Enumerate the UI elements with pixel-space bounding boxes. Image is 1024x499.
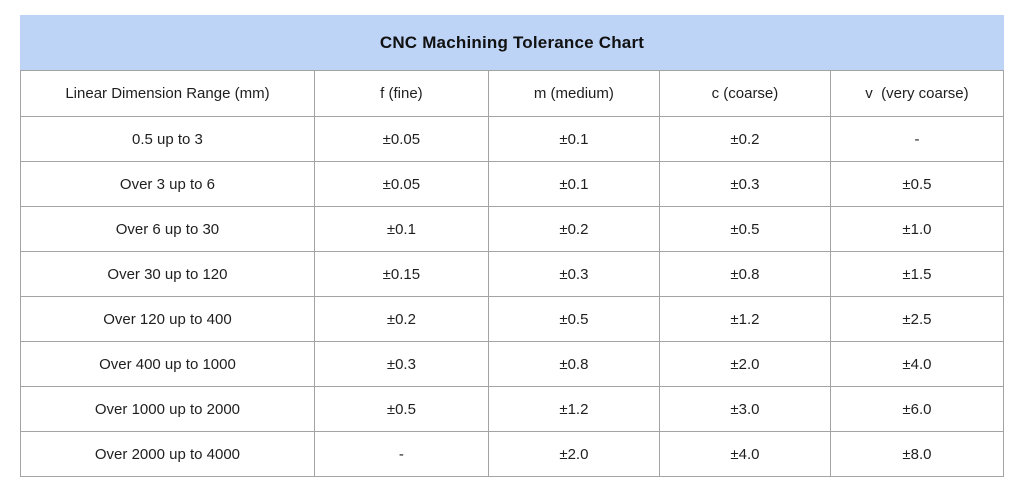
table-row: 0.5 up to 3 ±0.05 ±0.1 ±0.2 - [20, 116, 1005, 162]
col-header-very-coarse: v (very coarse) [829, 70, 1005, 117]
row-label-cell: Over 2000 up to 4000 [20, 431, 315, 477]
tolerance-value-cell: - [313, 431, 489, 477]
tolerance-value-cell: ±1.2 [487, 386, 660, 432]
row-label-cell: Over 3 up to 6 [20, 161, 315, 207]
tolerance-value-cell: ±3.0 [658, 386, 831, 432]
tolerance-value-cell: ±2.0 [487, 431, 660, 477]
tolerance-value-cell: ±1.0 [829, 206, 1005, 252]
row-label-cell: Over 30 up to 120 [20, 251, 315, 297]
row-label-cell: Over 6 up to 30 [20, 206, 315, 252]
tolerance-value-cell: ±0.5 [658, 206, 831, 252]
table-row: Over 6 up to 30 ±0.1 ±0.2 ±0.5 ±1.0 [20, 206, 1005, 252]
tolerance-chart: CNC Machining Tolerance Chart Linear Dim… [20, 15, 1005, 477]
col-header-coarse: c (coarse) [658, 70, 831, 117]
table-row: Over 30 up to 120 ±0.15 ±0.3 ±0.8 ±1.5 [20, 251, 1005, 297]
chart-title: CNC Machining Tolerance Chart [20, 15, 1004, 70]
col-header-fine: f (fine) [313, 70, 489, 117]
tolerance-value-cell: ±0.3 [313, 341, 489, 387]
tolerance-value-cell: ±0.2 [313, 296, 489, 342]
tolerance-value-cell: ±1.2 [658, 296, 831, 342]
tolerance-value-cell: ±0.05 [313, 161, 489, 207]
table-row: Over 2000 up to 4000 - ±2.0 ±4.0 ±8.0 [20, 431, 1005, 477]
tolerance-value-cell: ±0.5 [829, 161, 1005, 207]
col-header-medium: m (medium) [487, 70, 660, 117]
tolerance-value-cell: ±0.1 [313, 206, 489, 252]
tolerance-value-cell: ±8.0 [829, 431, 1005, 477]
tolerance-value-cell: ±0.15 [313, 251, 489, 297]
tolerance-value-cell: ±0.3 [487, 251, 660, 297]
tolerance-value-cell: ±4.0 [658, 431, 831, 477]
tolerance-value-cell: ±1.5 [829, 251, 1005, 297]
tolerance-value-cell: ±6.0 [829, 386, 1005, 432]
tolerance-value-cell: ±0.5 [313, 386, 489, 432]
tolerance-value-cell: - [829, 116, 1005, 162]
tolerance-value-cell: ±4.0 [829, 341, 1005, 387]
tolerance-value-cell: ±0.2 [658, 116, 831, 162]
tolerance-value-cell: ±0.1 [487, 116, 660, 162]
row-label-cell: Over 1000 up to 2000 [20, 386, 315, 432]
tolerance-table: Linear Dimension Range (mm) f (fine) m (… [20, 70, 1005, 477]
row-label-cell: Over 120 up to 400 [20, 296, 315, 342]
table-row: Over 3 up to 6 ±0.05 ±0.1 ±0.3 ±0.5 [20, 161, 1005, 207]
table-body: 0.5 up to 3 ±0.05 ±0.1 ±0.2 - Over 3 up … [20, 116, 1005, 477]
tolerance-value-cell: ±2.0 [658, 341, 831, 387]
tolerance-value-cell: ±0.5 [487, 296, 660, 342]
tolerance-value-cell: ±0.2 [487, 206, 660, 252]
row-label-cell: 0.5 up to 3 [20, 116, 315, 162]
col-header-dimension-range: Linear Dimension Range (mm) [20, 70, 315, 117]
tolerance-value-cell: ±0.1 [487, 161, 660, 207]
table-row: Over 400 up to 1000 ±0.3 ±0.8 ±2.0 ±4.0 [20, 341, 1005, 387]
table-header: Linear Dimension Range (mm) f (fine) m (… [20, 70, 1005, 117]
tolerance-value-cell: ±2.5 [829, 296, 1005, 342]
table-row: Over 1000 up to 2000 ±0.5 ±1.2 ±3.0 ±6.0 [20, 386, 1005, 432]
tolerance-value-cell: ±0.8 [487, 341, 660, 387]
row-label-cell: Over 400 up to 1000 [20, 341, 315, 387]
tolerance-value-cell: ±0.3 [658, 161, 831, 207]
tolerance-value-cell: ±0.8 [658, 251, 831, 297]
tolerance-value-cell: ±0.05 [313, 116, 489, 162]
header-row: Linear Dimension Range (mm) f (fine) m (… [20, 70, 1005, 117]
table-row: Over 120 up to 400 ±0.2 ±0.5 ±1.2 ±2.5 [20, 296, 1005, 342]
